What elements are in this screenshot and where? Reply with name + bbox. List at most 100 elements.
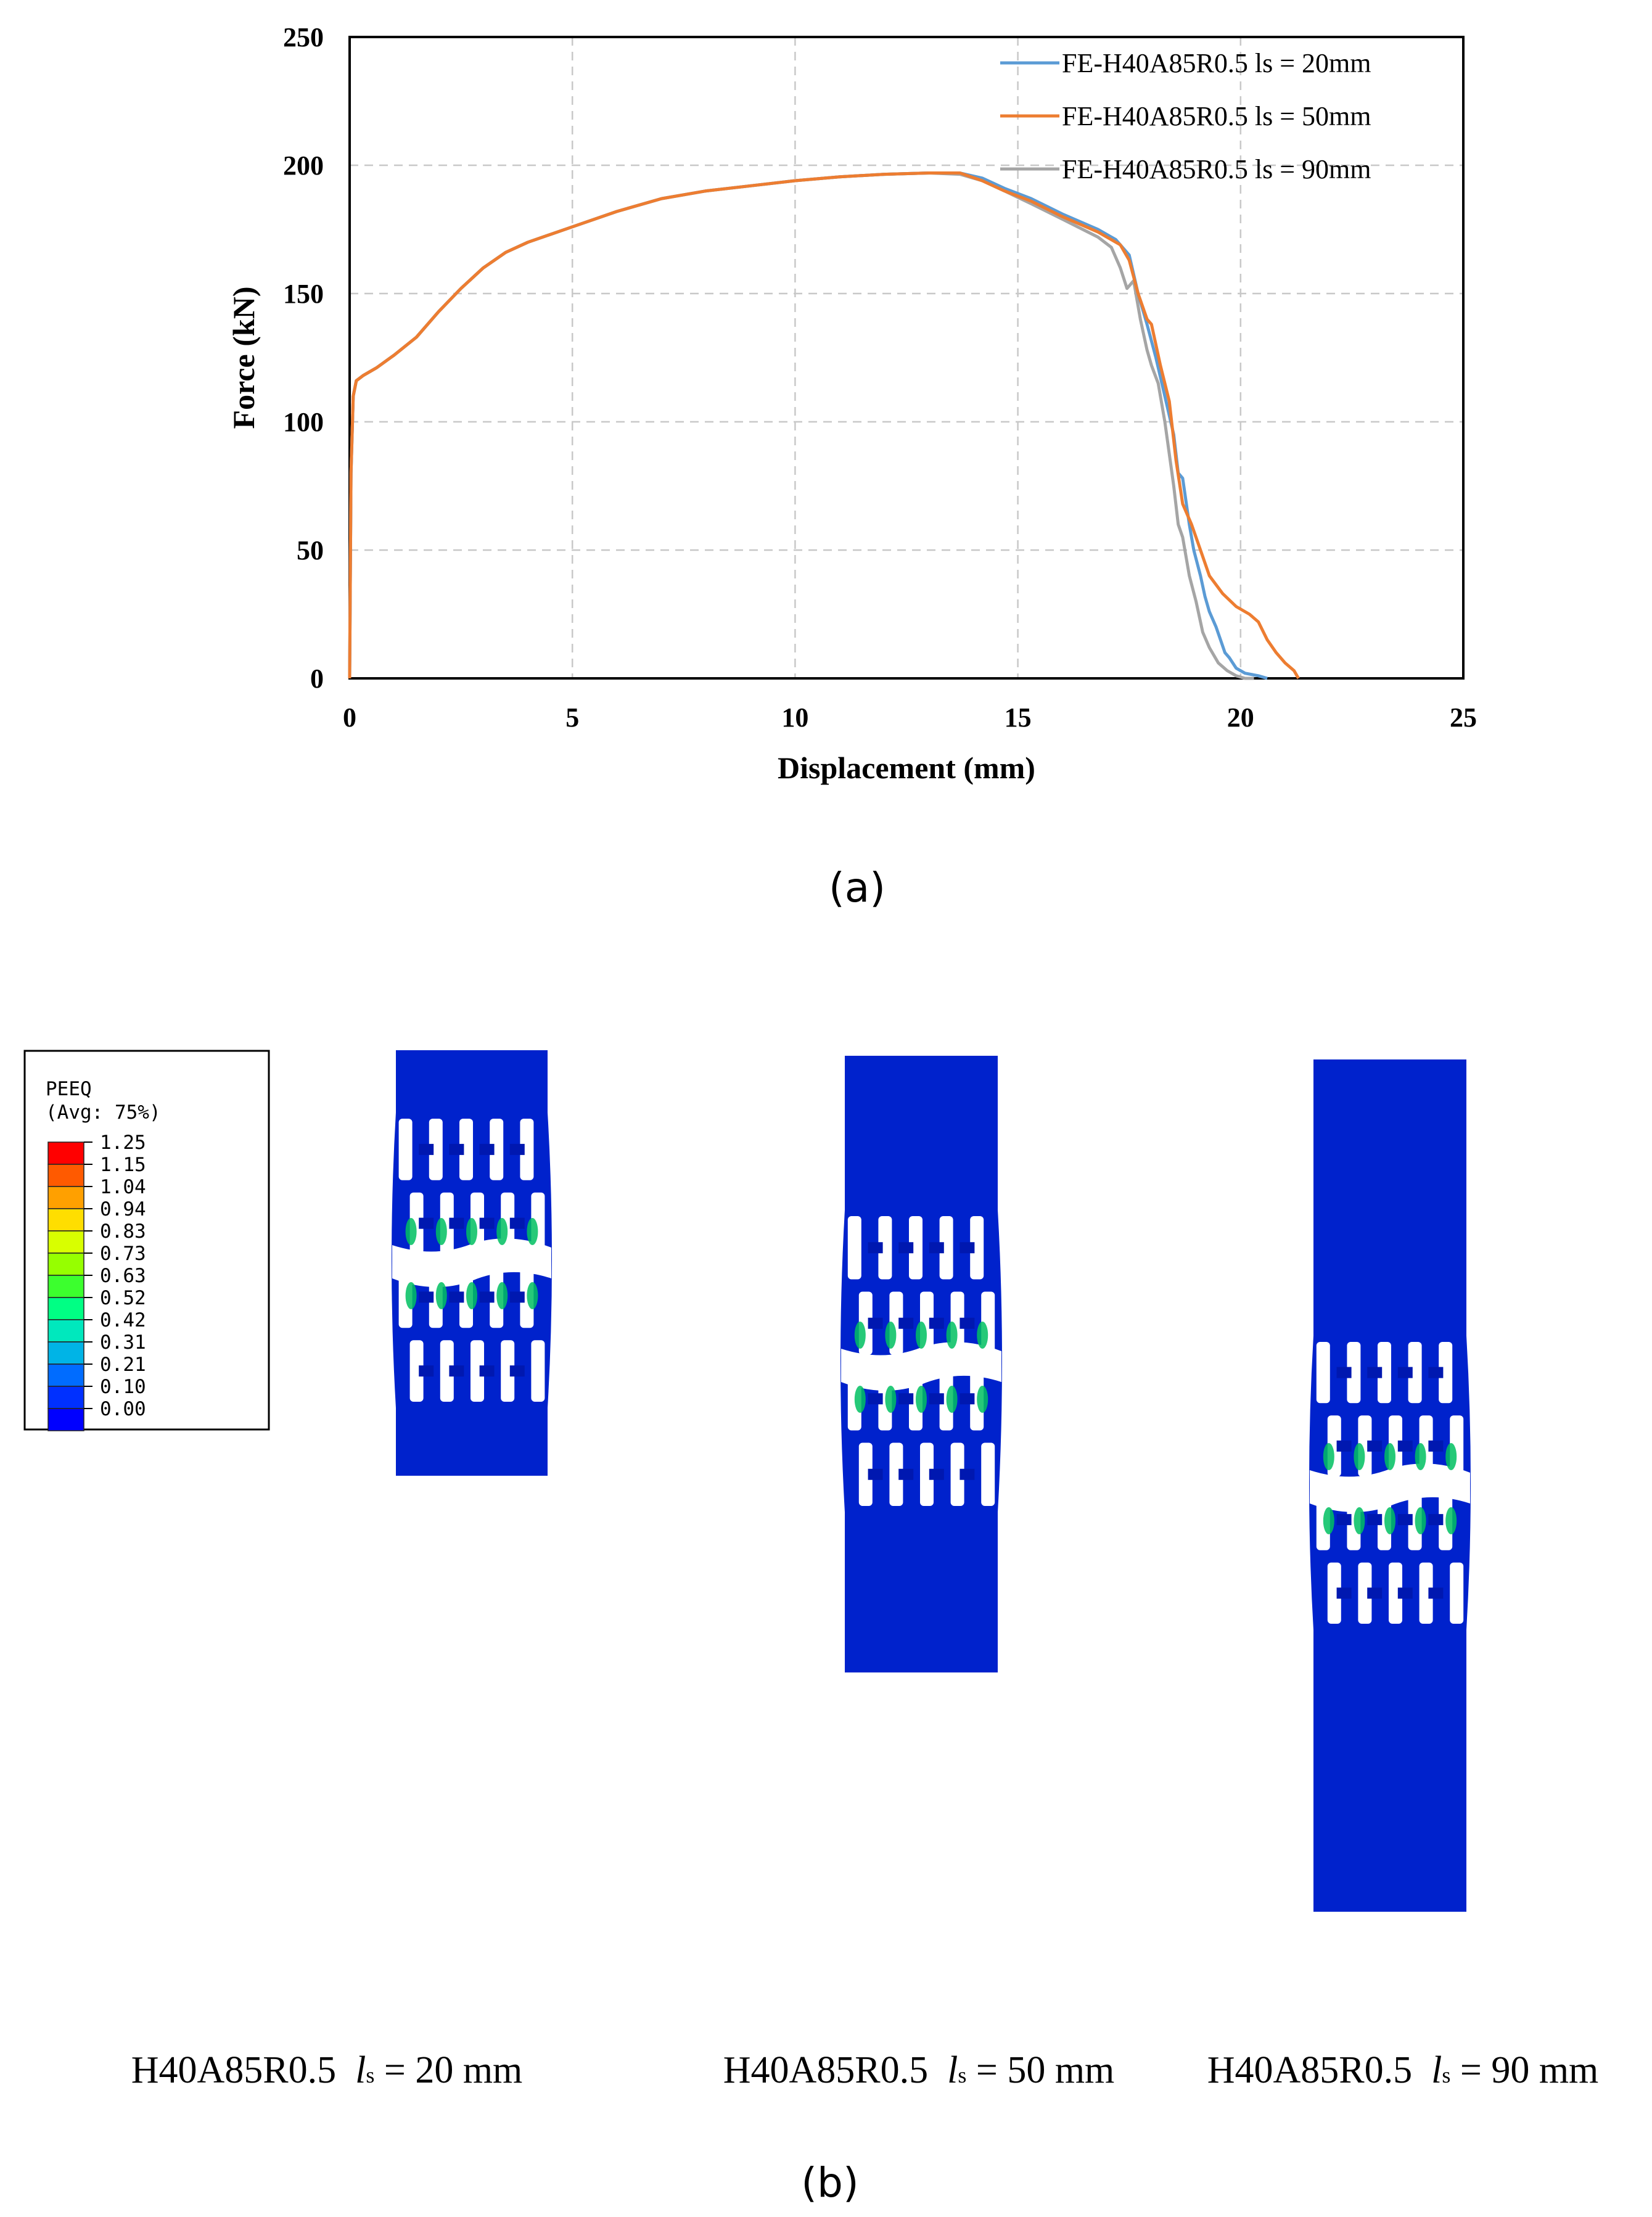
contour-level-label: 0.21: [100, 1354, 146, 1376]
lattice-slot: [490, 1266, 504, 1328]
x-axis-title: Displacement (mm): [778, 751, 1035, 785]
contour-band: [47, 1186, 84, 1209]
strain-hotspot: [1323, 1443, 1334, 1470]
strain-hotspot: [466, 1218, 477, 1245]
strain-hotspot: [916, 1322, 927, 1349]
lattice-bridge: [479, 1217, 495, 1229]
legend-label-1: FE-H40A85R0.5 ls = 20mm: [1062, 48, 1371, 78]
y-tick-label: 100: [283, 407, 324, 437]
lattice-bridge: [419, 1217, 434, 1229]
lattice-slot: [1408, 1342, 1422, 1404]
strain-hotspot: [527, 1218, 538, 1245]
lattice-bridge: [1397, 1514, 1413, 1526]
lattice-bridge: [1397, 1587, 1413, 1599]
lattice-slot: [909, 1216, 923, 1280]
lattice-bridge: [1367, 1440, 1383, 1452]
lattice-slot: [520, 1119, 534, 1180]
strain-hotspot: [405, 1218, 417, 1245]
lattice-slot: [531, 1340, 545, 1402]
strain-hotspot: [466, 1282, 477, 1309]
strain-hotspot: [405, 1282, 417, 1309]
contour-band: [47, 1275, 84, 1298]
chart-legend: FE-H40A85R0.5 ls = 20mm FE-H40A85R0.5 ls …: [1000, 48, 1371, 184]
strain-hotspot: [977, 1322, 988, 1349]
lattice-slot: [1358, 1562, 1372, 1624]
series-line-2: [348, 171, 1300, 680]
lattice-slot: [920, 1442, 934, 1506]
plot-area-frame: [348, 36, 1465, 680]
lattice-slot: [520, 1266, 534, 1328]
lattice-slot: [440, 1340, 454, 1402]
panel-b-label: (b): [801, 2159, 858, 2207]
strain-hotspot: [977, 1386, 988, 1413]
lattice-bridge: [929, 1393, 944, 1405]
lattice-bridge: [1336, 1367, 1352, 1378]
strain-hotspot: [1323, 1507, 1334, 1534]
lattice-bridge: [509, 1365, 525, 1377]
lattice-bridge: [479, 1365, 495, 1377]
contour-level-label: 0.83: [100, 1220, 146, 1243]
lattice-bridge: [898, 1317, 914, 1329]
strain-hotspot: [916, 1386, 927, 1413]
legend-label-3: FE-H40A85R0.5 ls = 90mm: [1062, 154, 1371, 184]
x-tick-label: 15: [1005, 702, 1032, 733]
lattice-slot: [950, 1442, 964, 1506]
contour-level-label: 0.10: [100, 1376, 146, 1398]
lattice-slot: [970, 1216, 984, 1280]
lattice-slot: [1347, 1342, 1361, 1404]
lattice-bridge: [868, 1317, 883, 1329]
chart-grid: [350, 37, 1463, 678]
contour-band: [47, 1141, 84, 1165]
lattice-bridge: [1336, 1514, 1352, 1526]
y-tick-label: 0: [310, 664, 324, 694]
lattice-bridge: [509, 1217, 525, 1229]
contour-level-label: 1.25: [100, 1132, 146, 1154]
lattice-bridge: [449, 1217, 464, 1229]
lattice-slot: [889, 1442, 903, 1506]
y-tick-label: 50: [297, 535, 324, 566]
lattice-slot: [459, 1119, 473, 1180]
specimen-caption-ls90: H40A85R0.5 ls = 90 mm: [1207, 2049, 1599, 2091]
lattice-bridge: [898, 1468, 914, 1480]
strain-hotspot: [885, 1322, 897, 1349]
peeq-contour-legend: PEEQ (Avg: 75%) 1.251.151.040.940.830.73…: [23, 1050, 270, 1431]
lattice-bridge: [1367, 1587, 1383, 1599]
strain-hotspot: [854, 1322, 866, 1349]
lattice-slot: [939, 1367, 953, 1431]
x-tick-label: 0: [343, 702, 356, 733]
strain-hotspot: [496, 1282, 508, 1309]
specimen-caption-ls20: H40A85R0.5 ls = 20 mm: [131, 2049, 523, 2091]
strain-hotspot: [1384, 1507, 1395, 1534]
lattice-bridge: [1336, 1587, 1352, 1599]
contour-color-bar: 1.251.151.040.940.830.730.630.520.420.31…: [47, 1132, 146, 1431]
strain-hotspot: [1445, 1507, 1457, 1534]
lattice-bridge: [960, 1468, 975, 1480]
lattice-slot: [1327, 1562, 1341, 1624]
lattice-bridge: [1397, 1367, 1413, 1378]
contour-level-label: 0.73: [100, 1243, 146, 1265]
lattice-bridge: [479, 1143, 495, 1155]
lattice-bridge: [419, 1291, 434, 1303]
y-tick-label: 150: [283, 279, 324, 309]
lattice-slot: [1439, 1342, 1453, 1404]
strain-hotspot: [435, 1282, 447, 1309]
lattice-slot: [398, 1119, 413, 1180]
lattice-bridge: [898, 1393, 914, 1405]
fracture-gap: [392, 1238, 551, 1288]
strain-hotspot: [946, 1386, 958, 1413]
lattice-bridge: [1397, 1440, 1413, 1452]
x-tick-label: 10: [781, 702, 808, 733]
lattice-slot: [1450, 1562, 1464, 1624]
contour-band: [47, 1408, 84, 1431]
lattice-slot: [1439, 1489, 1453, 1550]
lattice-slot: [1378, 1342, 1391, 1404]
specimen-ls90: [1309, 1059, 1471, 1912]
lattice-slot: [1419, 1562, 1433, 1624]
lattice-bridge: [929, 1468, 944, 1480]
contour-level-label: 1.04: [100, 1176, 146, 1198]
lattice-slot: [939, 1216, 953, 1280]
contour-level-label: 0.52: [100, 1287, 146, 1309]
contour-level-label: 0.42: [100, 1309, 146, 1331]
lattice-bridge: [1428, 1587, 1444, 1599]
lattice-slot: [858, 1442, 873, 1506]
